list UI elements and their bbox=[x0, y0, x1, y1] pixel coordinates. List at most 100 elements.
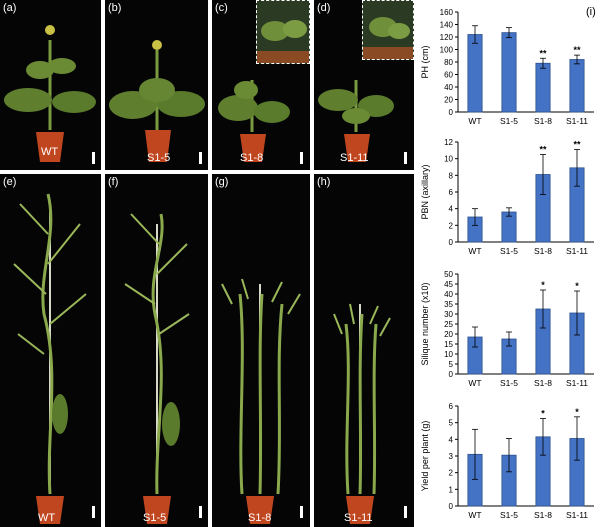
significance-mark: * bbox=[575, 407, 579, 417]
y-tick-label: 80 bbox=[444, 58, 453, 67]
y-tick-label: 5 bbox=[449, 419, 454, 428]
closeup-inset bbox=[362, 0, 414, 60]
y-tick-label: 60 bbox=[444, 71, 453, 80]
scale-bar bbox=[199, 506, 202, 518]
mature-plant-illustration bbox=[124, 213, 190, 524]
plant-rosette-illustration bbox=[109, 40, 205, 162]
y-tick-label: 160 bbox=[440, 8, 454, 17]
pot-label: WT bbox=[41, 146, 59, 158]
x-tick-label: S1-8 bbox=[534, 246, 552, 256]
mature-plant-illustration bbox=[13, 193, 87, 524]
mature-plant-illustration bbox=[333, 303, 391, 524]
y-tick-label: 10 bbox=[444, 350, 453, 359]
photo-panel-e: (e) WT bbox=[0, 174, 101, 527]
y-axis-label: Yield per plant (g) bbox=[420, 421, 430, 492]
x-tick-label: S1-11 bbox=[566, 378, 588, 388]
scale-bar bbox=[300, 506, 303, 518]
x-tick-label: S1-8 bbox=[534, 510, 552, 520]
y-tick-label: 50 bbox=[444, 270, 453, 279]
bar-s1-5 bbox=[501, 32, 517, 113]
y-tick-label: 3 bbox=[449, 452, 454, 461]
x-tick-label: S1-5 bbox=[500, 116, 518, 126]
panel-letter: (e) bbox=[3, 176, 17, 188]
pot-label: WT bbox=[38, 512, 56, 524]
y-tick-label: 40 bbox=[444, 83, 453, 92]
significance-mark: ** bbox=[539, 48, 547, 58]
significance-mark: * bbox=[541, 280, 545, 290]
bar-chart-silique-number: Silique number (x10) 05101520253035404550… bbox=[420, 270, 594, 388]
mature-plant-illustration bbox=[221, 278, 301, 524]
panel-letter: (c) bbox=[215, 2, 228, 14]
plant-rosette-illustration bbox=[318, 80, 394, 162]
pot-label: S1-8 bbox=[240, 152, 264, 164]
photo-panel-b: (b) S1-5 bbox=[105, 0, 208, 170]
y-tick-label: 140 bbox=[440, 21, 454, 30]
y-tick-label: 6 bbox=[449, 188, 454, 197]
y-axis-label: PH (cm) bbox=[420, 46, 430, 79]
photo-panel-c: (c) S1-8 bbox=[212, 0, 310, 170]
y-tick-label: 45 bbox=[444, 280, 453, 289]
scale-bar bbox=[92, 152, 95, 164]
pot-label: S1-5 bbox=[147, 152, 171, 164]
photo-panel-f: (f) S1-5 bbox=[105, 174, 208, 527]
y-tick-label: 2 bbox=[449, 221, 454, 230]
y-tick-label: 10 bbox=[444, 155, 453, 164]
panel-letter: (b) bbox=[108, 2, 122, 14]
y-tick-label: 20 bbox=[444, 96, 453, 105]
x-tick-label: S1-8 bbox=[534, 378, 552, 388]
y-tick-label: 0 bbox=[449, 502, 454, 511]
bar-s1-11 bbox=[569, 59, 585, 113]
scale-bar bbox=[92, 506, 95, 518]
x-tick-label: S1-11 bbox=[566, 246, 588, 256]
photo-panel-h: (h) S1-11 bbox=[314, 174, 414, 527]
x-tick-label: WT bbox=[468, 116, 481, 126]
x-tick-label: WT bbox=[468, 246, 481, 256]
y-tick-label: 35 bbox=[444, 300, 453, 309]
y-tick-label: 1 bbox=[449, 485, 454, 494]
scale-bar bbox=[404, 506, 407, 518]
closeup-inset bbox=[256, 0, 310, 64]
pot-label: S1-5 bbox=[143, 512, 167, 524]
plant-rosette-illustration bbox=[4, 25, 96, 162]
y-tick-label: 5 bbox=[449, 360, 454, 369]
bar-chart-branch-number: PBN (axillary) 0 2 4 6 8 10 12 WT S1-5 ** S1-8 ** S1-… bbox=[420, 138, 594, 256]
photo-panel-g: (g) S1-8 bbox=[212, 174, 310, 527]
x-tick-label: WT bbox=[468, 510, 481, 520]
bar-chart-plant-height: PH (cm) 0 20 40 60 80 100 120 140 160 WT S1-5 ** S1-8… bbox=[420, 8, 594, 126]
chart-panel-letter: (i) bbox=[586, 6, 596, 18]
y-tick-label: 6 bbox=[449, 402, 454, 411]
panel-letter: (a) bbox=[3, 2, 17, 14]
significance-mark: ** bbox=[539, 145, 547, 155]
y-tick-label: 100 bbox=[440, 46, 454, 55]
y-tick-label: 4 bbox=[449, 435, 454, 444]
x-tick-label: S1-5 bbox=[500, 378, 518, 388]
panel-letter: (h) bbox=[317, 176, 331, 188]
y-tick-label: 4 bbox=[449, 205, 454, 214]
bar-s1-8 bbox=[535, 62, 551, 113]
y-tick-label: 8 bbox=[449, 171, 454, 180]
closeup-illustration bbox=[257, 20, 309, 63]
y-tick-label: 40 bbox=[444, 290, 453, 299]
pot-label: S1-11 bbox=[344, 512, 373, 524]
y-tick-label: 120 bbox=[440, 33, 454, 42]
y-tick-label: 25 bbox=[444, 320, 453, 329]
significance-mark: ** bbox=[573, 140, 581, 150]
y-axis-label: PBN (axillary) bbox=[420, 164, 430, 219]
scale-bar bbox=[404, 152, 407, 164]
y-tick-label: 0 bbox=[449, 238, 454, 247]
significance-mark: ** bbox=[573, 45, 581, 55]
y-tick-label: 12 bbox=[444, 138, 453, 147]
y-tick-label: 30 bbox=[444, 310, 453, 319]
x-tick-label: WT bbox=[468, 378, 481, 388]
y-tick-label: 15 bbox=[444, 340, 453, 349]
y-tick-label: 2 bbox=[449, 469, 454, 478]
plant-rosette-illustration bbox=[218, 80, 290, 162]
x-tick-label: S1-11 bbox=[566, 116, 588, 126]
significance-mark: * bbox=[575, 281, 579, 291]
panel-letter: (f) bbox=[108, 176, 119, 188]
panel-letter: (g) bbox=[215, 176, 229, 188]
closeup-illustration bbox=[363, 17, 413, 59]
bar-chart-yield: Yield per plant (g) 0 1 2 3 4 5 6 WT S1-5 * S1-8 * S1… bbox=[420, 402, 594, 520]
photo-panel-d: (d) S1-11 bbox=[314, 0, 414, 170]
y-tick-label: 20 bbox=[444, 330, 453, 339]
